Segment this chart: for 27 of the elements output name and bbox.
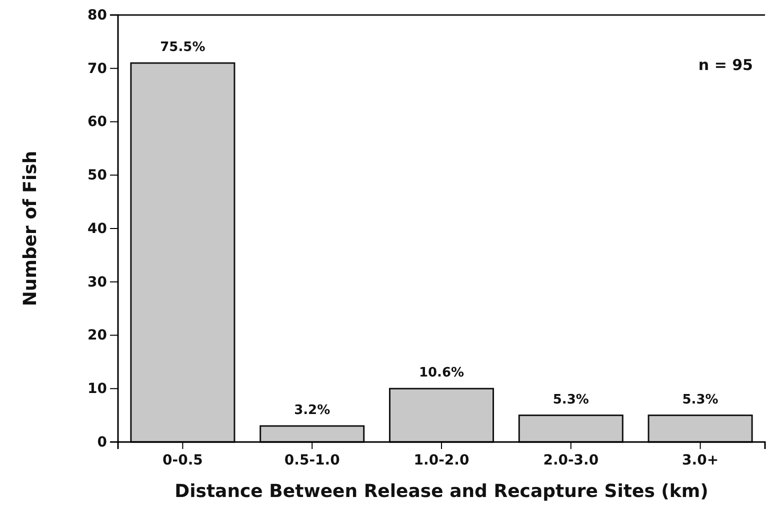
y-tick-label: 30 bbox=[88, 274, 108, 290]
y-tick-label: 0 bbox=[97, 434, 108, 450]
bar bbox=[648, 414, 753, 443]
y-tick-label: 50 bbox=[88, 168, 108, 184]
y-tick-label: 70 bbox=[88, 60, 108, 77]
annotation: 5.3% bbox=[682, 392, 718, 408]
bar bbox=[260, 425, 365, 443]
annotation: 3.2% bbox=[294, 402, 330, 418]
y-tick-label: 20 bbox=[88, 328, 108, 344]
y-tick-label: 10 bbox=[88, 381, 108, 398]
x-axis-title: Distance Between Release and Recapture Sites (km) bbox=[174, 481, 708, 502]
y-tick-label: 60 bbox=[88, 114, 108, 130]
bar bbox=[130, 62, 236, 443]
annotation: 5.3% bbox=[552, 392, 589, 408]
x-tick-label: 0-0.5 bbox=[162, 452, 203, 469]
y-tick-label: 80 bbox=[88, 7, 108, 24]
annotation: 10.6% bbox=[418, 366, 464, 381]
y-tick-label: 40 bbox=[88, 220, 108, 237]
x-tick-label: 1.0-2.0 bbox=[414, 452, 470, 469]
bar bbox=[388, 388, 494, 443]
bar bbox=[518, 414, 624, 443]
x-tick-label: 3.0+ bbox=[682, 452, 719, 469]
x-tick-label: 0.5-1.0 bbox=[284, 452, 340, 469]
annotation: 75.5% bbox=[160, 40, 206, 56]
annotation: n = 95 bbox=[698, 56, 753, 74]
x-tick-label: 2.0-3.0 bbox=[543, 452, 599, 469]
y-axis-title: Number of Fish bbox=[20, 150, 41, 306]
